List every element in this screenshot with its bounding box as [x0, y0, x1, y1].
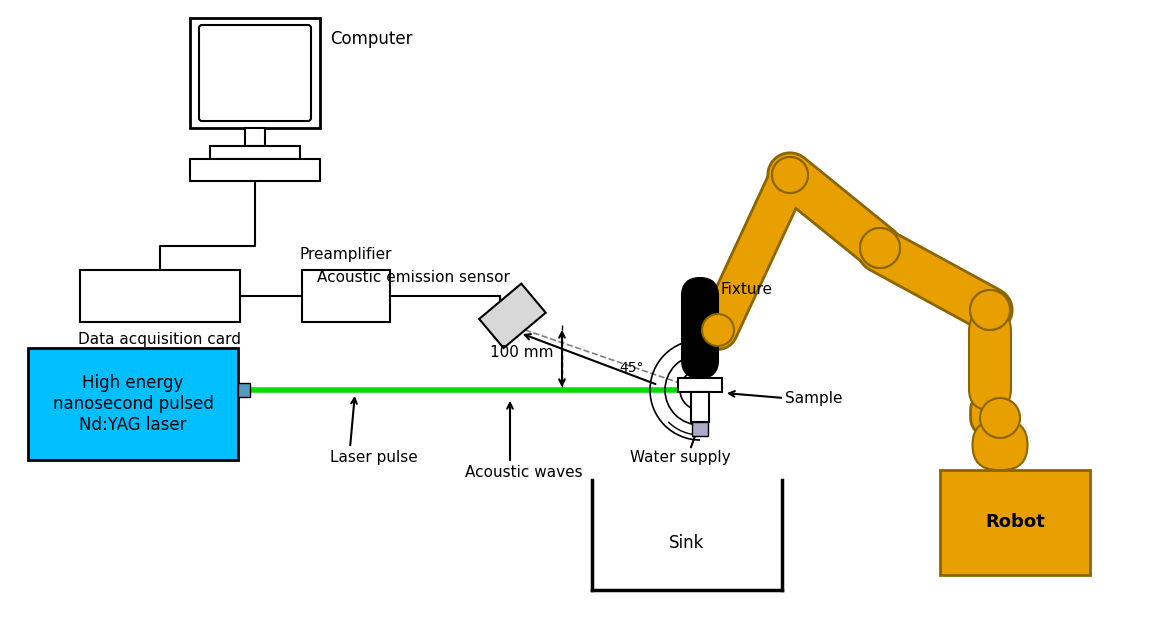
FancyBboxPatch shape [682, 278, 718, 378]
FancyBboxPatch shape [199, 25, 310, 121]
Text: 100 mm: 100 mm [491, 345, 554, 360]
Circle shape [772, 157, 808, 193]
Circle shape [980, 398, 1020, 438]
Text: Acoustic emission sensor: Acoustic emission sensor [317, 270, 509, 285]
Bar [210, 146, 300, 159]
Circle shape [969, 290, 1010, 330]
Text: 45°: 45° [620, 361, 644, 375]
Bar [940, 470, 1090, 575]
Text: Robot: Robot [986, 513, 1045, 531]
Text: Water supply: Water supply [630, 450, 730, 465]
Circle shape [702, 314, 734, 346]
Bar [480, 284, 546, 348]
Text: Laser pulse: Laser pulse [330, 450, 417, 465]
Text: Fixture: Fixture [720, 283, 772, 297]
FancyBboxPatch shape [973, 420, 1027, 470]
Text: Acoustic waves: Acoustic waves [465, 465, 583, 480]
Bar [81, 270, 240, 322]
Bar [678, 378, 722, 392]
Text: Sink: Sink [669, 534, 705, 552]
Circle shape [860, 228, 900, 268]
Bar [692, 422, 708, 436]
Circle shape [860, 228, 900, 268]
Circle shape [772, 157, 808, 193]
Text: Sample: Sample [785, 391, 843, 405]
Text: High energy
nanosecond pulsed
Nd:YAG laser: High energy nanosecond pulsed Nd:YAG las… [53, 374, 214, 434]
Bar [190, 159, 320, 181]
Circle shape [969, 290, 1010, 330]
Bar [238, 383, 250, 397]
Text: Data acquisition card: Data acquisition card [78, 332, 242, 347]
Bar [691, 392, 710, 422]
FancyBboxPatch shape [969, 310, 1011, 410]
Text: Preamplifier: Preamplifier [300, 247, 392, 262]
Bar [28, 348, 238, 460]
Bar [245, 128, 264, 146]
Bar [190, 18, 320, 128]
Text: Computer: Computer [330, 30, 413, 48]
Bar [302, 270, 390, 322]
